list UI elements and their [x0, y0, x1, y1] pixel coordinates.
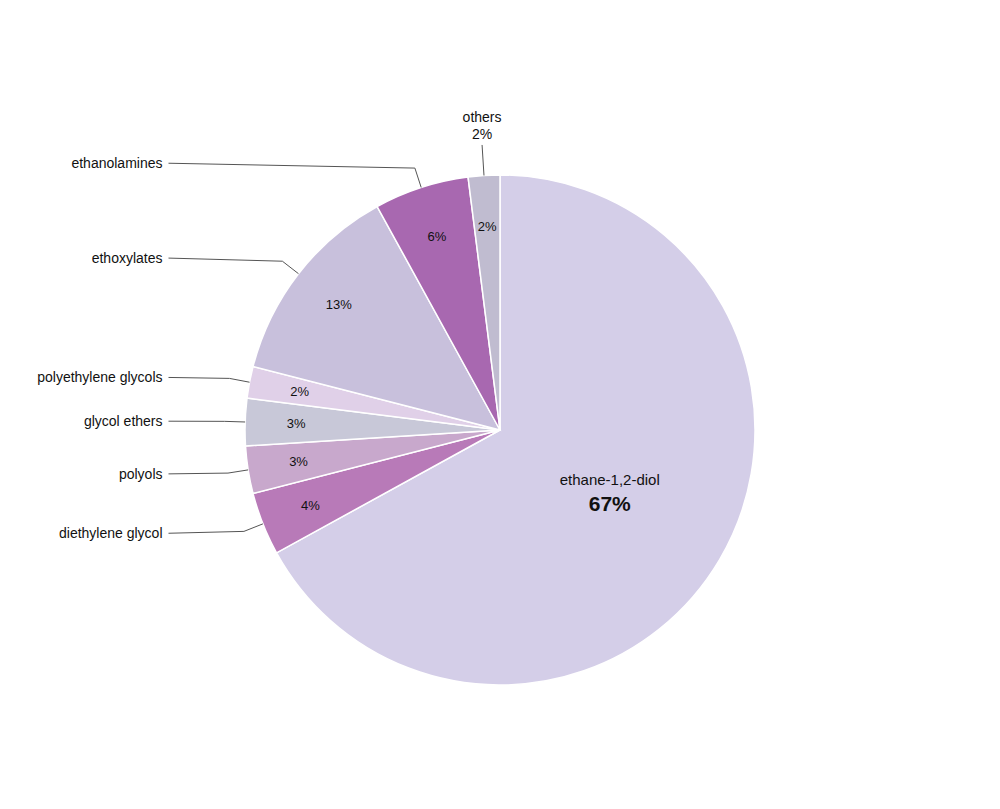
data-label: 13%	[326, 297, 352, 312]
chart: ethane-1,2-diol 67% 4% 3% 3% 2% 13% 6% 2% ethanol…	[0, 0, 1000, 809]
slice-name: polyols	[119, 466, 163, 482]
slice-name: ethoxylates	[92, 250, 163, 266]
slice-name: polyols	[119, 466, 163, 482]
data-label: 3%	[287, 416, 306, 431]
slice-name: diethylene glycol	[59, 525, 163, 541]
leader-line	[169, 163, 422, 187]
slice	[468, 175, 500, 430]
leader-lines	[169, 145, 484, 533]
leader-line	[169, 421, 246, 423]
labels: ethane-1,2-diol 67% 4% 3% 3% 2% 13% 6% 2% ethanol…	[37, 109, 660, 541]
slice-name: polyethylene glycols	[37, 369, 162, 385]
leader-line	[169, 524, 263, 533]
slice-name: ethane-1,2-diol	[560, 471, 660, 488]
data-label: 2%	[290, 384, 309, 399]
slice-name: glycol ethers	[84, 413, 163, 429]
leader-line	[169, 470, 249, 474]
data-label: 67%	[589, 492, 631, 515]
leader-line	[482, 145, 484, 176]
pie: ethane-1,2-diol 67% 4% 3% 3% 2% 13% 6% 2% ethanol…	[37, 109, 755, 685]
data-label: 6%	[428, 228, 447, 243]
data-label: 2%	[472, 126, 492, 142]
slices	[245, 175, 755, 685]
slice-name: polyethylene glycols	[37, 369, 162, 385]
slice-name: others	[463, 109, 502, 125]
slice-name: ethoxylates	[92, 250, 163, 266]
slice-name: diethylene glycol	[59, 525, 163, 541]
slice-name: ethanolamines	[71, 155, 162, 171]
data-label: 2%	[478, 219, 497, 234]
data-label: 4%	[301, 498, 320, 513]
leader-line	[169, 377, 250, 382]
data-label: 3%	[289, 454, 308, 469]
leader-line	[169, 258, 299, 274]
slice-name: ethanolamines	[71, 155, 162, 171]
slice-name: glycol ethers	[84, 413, 163, 429]
